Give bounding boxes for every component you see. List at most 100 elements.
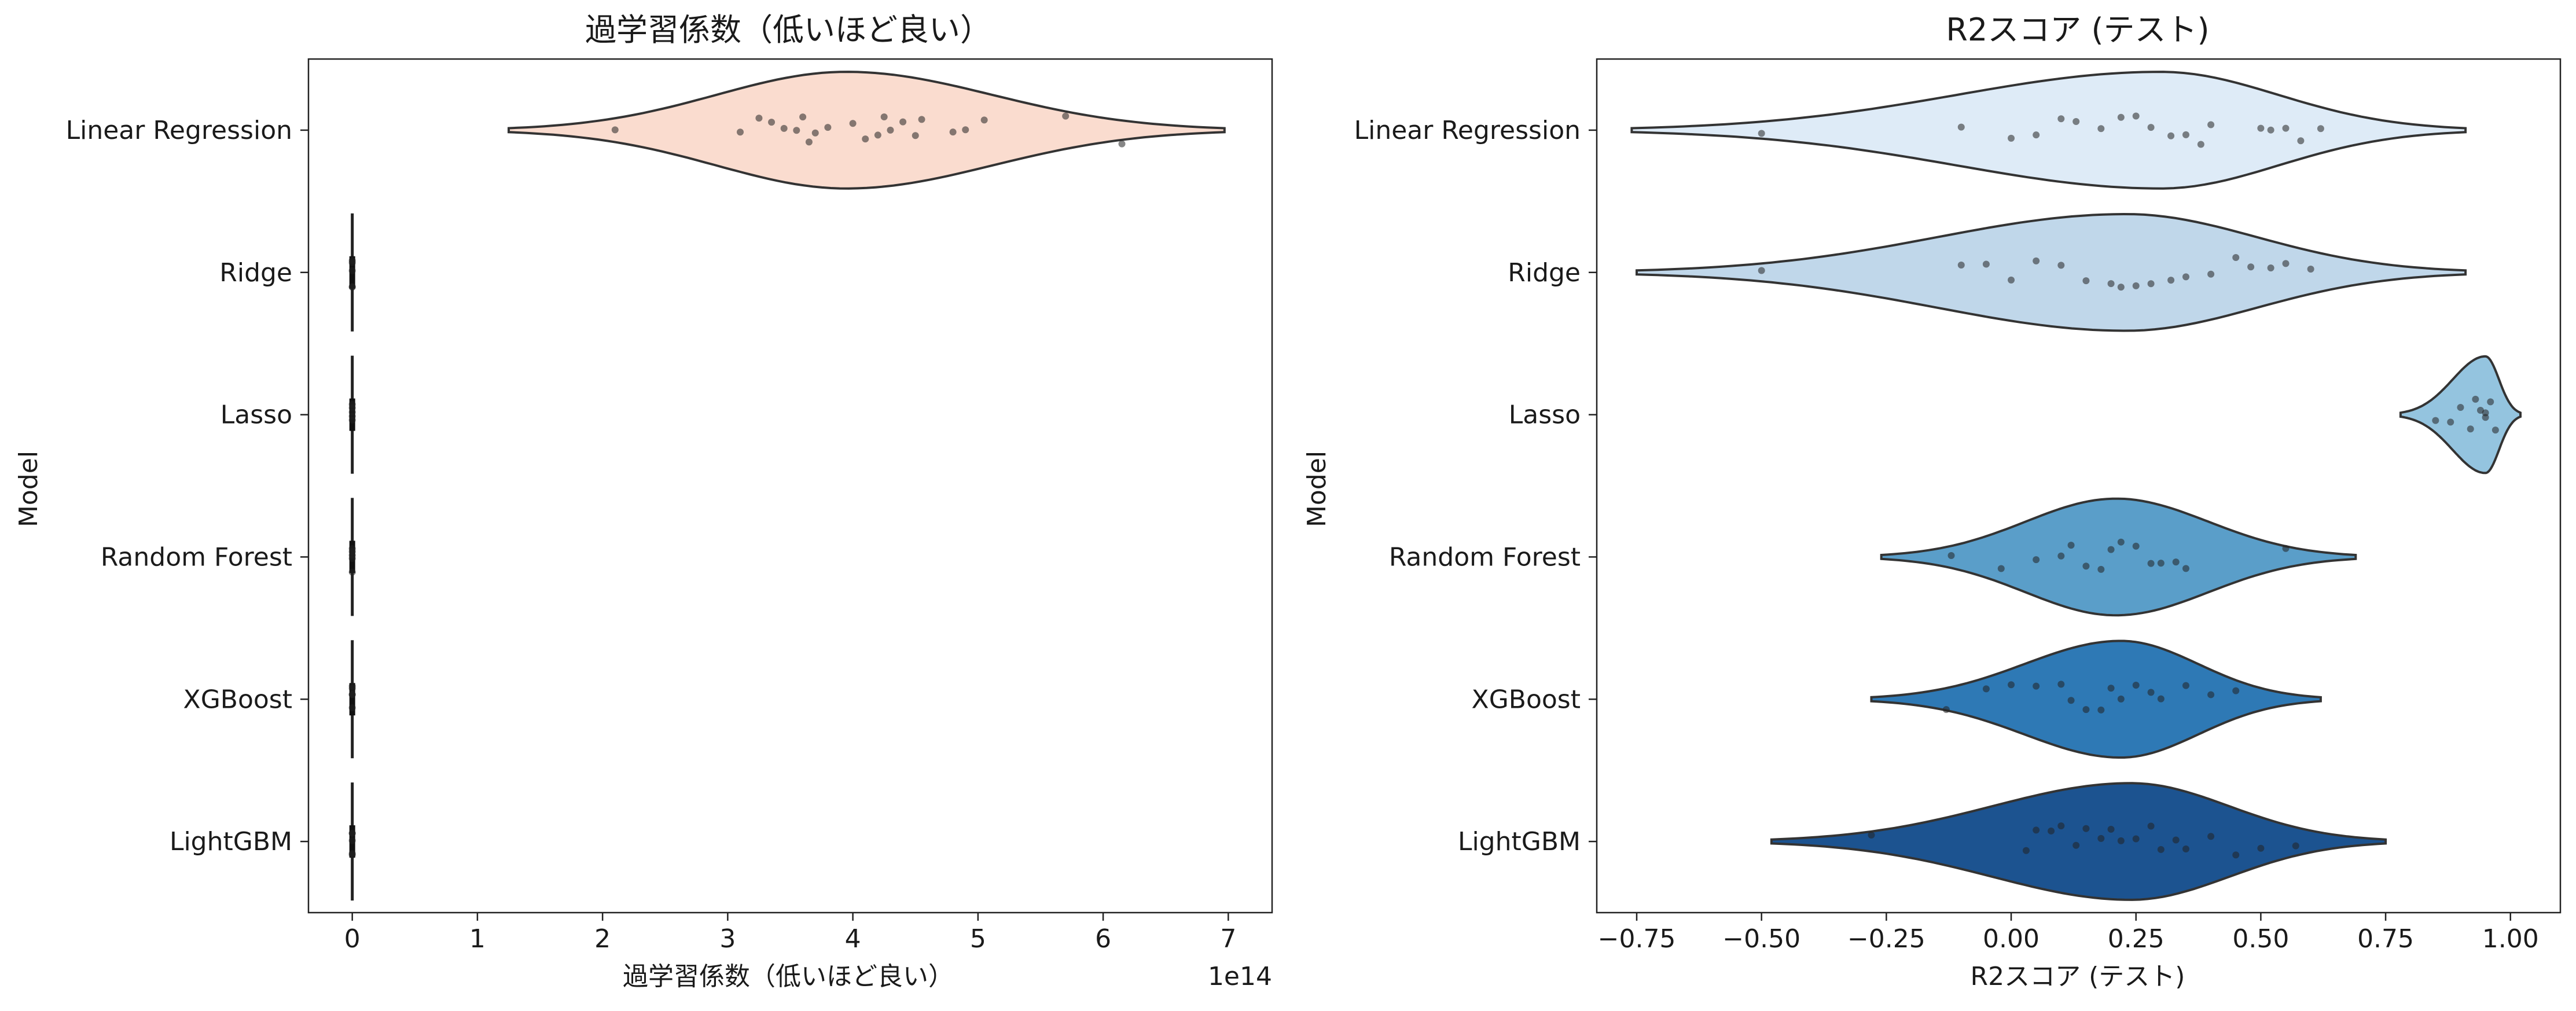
left-chart-point-xgboost (348, 682, 356, 690)
right-chart-point-lightgbm (2172, 836, 2180, 844)
left-chart-point-lasso (348, 416, 356, 424)
right-chart-point-random-forest (2057, 552, 2065, 560)
right-chart-frame (1596, 58, 2562, 914)
left-chart-point-linear-regression (949, 128, 957, 136)
left-chart-ylabel: Model (14, 451, 43, 527)
right-chart-point-lightgbm (2033, 826, 2040, 834)
right-chart-point-ridge (2232, 254, 2240, 262)
right-chart-point-random-forest (1997, 565, 2005, 572)
left-chart-point-random-forest (348, 568, 356, 576)
left-chart-point-lightgbm (348, 829, 356, 837)
left-chart-point-linear-regression (880, 113, 888, 121)
right-chart-point-lightgbm (2097, 834, 2105, 842)
left-chart-xtick-label: 2 (594, 924, 611, 954)
left-chart-ytick-label-lasso: Lasso (221, 400, 292, 430)
left-chart-point-linear-regression (862, 135, 869, 143)
right-chart-point-linear-regression (2197, 141, 2204, 148)
left-chart-point-lightgbm (348, 850, 356, 857)
right-chart-point-lightgbm (2082, 825, 2090, 832)
left-chart-point-linear-regression (1118, 140, 1126, 148)
left-chart-point-linear-regression (849, 120, 857, 127)
right-chart-ytick-label-ridge: Ridge (1508, 258, 1581, 288)
right-chart-point-ridge (2057, 262, 2065, 269)
right-chart-point-lightgbm (2022, 847, 2030, 854)
right-chart-xtick-label: −0.50 (1722, 924, 1800, 954)
right-chart-point-xgboost (1982, 685, 1990, 693)
right-chart-point-lightgbm (2147, 822, 2155, 830)
right-chart-xtick-label: 1.00 (2482, 924, 2539, 954)
left-chart-xtick-label: 1 (469, 924, 486, 954)
right-chart-violin-lightgbm (1770, 782, 2387, 901)
right-chart-point-lightgbm (2117, 837, 2125, 844)
right-chart-point-lasso (2457, 403, 2464, 411)
right-chart-point-xgboost (2097, 706, 2105, 714)
right-chart-point-xgboost (1942, 706, 1950, 714)
right-chart-point-random-forest (2107, 546, 2115, 553)
left-chart-point-linear-regression (737, 128, 744, 136)
left-chart-point-linear-regression (887, 126, 894, 134)
right-chart-xlabel: R2スコア (テスト) (1971, 962, 2185, 991)
right-chart-point-lasso (2487, 398, 2494, 406)
left-chart-violin-linear-regression (508, 71, 1226, 190)
right-chart-point-lasso (2472, 395, 2479, 403)
right-chart-point-ridge (2117, 284, 2125, 291)
left-chart-xtick-label: 5 (970, 924, 986, 954)
right-chart-xtick-label: 0.75 (2357, 924, 2414, 954)
left-chart-point-linear-regression (780, 124, 788, 132)
left-chart-point-linear-regression (805, 138, 813, 146)
left-chart-point-xgboost (348, 704, 356, 712)
right-chart-violin-xgboost (1870, 639, 2322, 759)
right-chart-point-lightgbm (2182, 845, 2189, 853)
right-chart-point-linear-regression (1957, 123, 1965, 131)
right-chart-point-linear-regression (2207, 121, 2215, 128)
left-chart-point-linear-regression (874, 131, 881, 139)
right-chart-panel: R2スコア (テスト) Model R2スコア (テスト) −0.75 −0.50… (1302, 12, 2562, 991)
left-chart-point-linear-regression (1062, 112, 1070, 120)
right-chart-point-linear-regression (2132, 112, 2140, 120)
right-chart-point-linear-regression (2317, 125, 2324, 133)
right-chart-point-xgboost (2132, 682, 2140, 689)
right-chart-point-xgboost (2207, 691, 2215, 698)
left-chart-point-linear-regression (811, 129, 819, 137)
right-chart-xtick-label: 0.50 (2232, 924, 2289, 954)
right-chart-ytick-label-xgboost: XGBoost (1472, 685, 1581, 714)
right-chart-point-ridge (2267, 264, 2274, 272)
right-chart-point-lightgbm (2157, 845, 2165, 853)
right-chart-point-lasso (2492, 427, 2499, 434)
right-chart-point-lightgbm (1868, 832, 1875, 839)
right-chart-point-ridge (2082, 277, 2090, 285)
right-chart-point-lasso (2447, 418, 2454, 426)
right-chart-point-linear-regression (2257, 124, 2265, 132)
right-chart-point-xgboost (2057, 681, 2065, 688)
right-chart-point-ridge (2247, 263, 2255, 271)
left-chart-point-linear-regression (980, 116, 988, 124)
right-chart-point-linear-regression (2147, 124, 2155, 131)
right-chart-point-linear-regression (2117, 113, 2125, 121)
left-chart-xtick-label: 0 (344, 924, 361, 954)
right-chart-point-xgboost (2117, 695, 2125, 703)
right-chart-point-ridge (1957, 261, 1965, 269)
right-chart-point-linear-regression (2167, 132, 2175, 139)
left-chart-xtick-label: 3 (719, 924, 736, 954)
left-chart-point-linear-regression (611, 126, 619, 134)
right-chart-point-lightgbm (2107, 825, 2115, 833)
left-chart-point-xgboost (348, 691, 356, 698)
right-chart-plot-area: −0.75 −0.50 −0.25 0.00 0.25 0.50 0.75 1.00 Linea… (1354, 58, 2562, 954)
right-chart-xtick-label: −0.75 (1598, 924, 1676, 954)
right-chart-point-lasso (2432, 417, 2439, 424)
right-chart-violin-ridge (1636, 212, 2467, 332)
right-chart-point-ridge (2008, 276, 2015, 284)
right-chart-point-random-forest (2172, 558, 2180, 566)
right-chart-point-random-forest (2067, 542, 2075, 549)
right-chart-point-xgboost (2082, 706, 2090, 714)
right-chart-point-linear-regression (2057, 115, 2065, 123)
left-chart-xlabel: 過学習係数（低いほど良い） (623, 962, 954, 991)
right-chart-point-ridge (1758, 267, 1765, 274)
right-chart-point-ridge (2033, 257, 2040, 264)
right-chart-point-lasso (2467, 425, 2474, 433)
left-chart-point-linear-regression (768, 119, 776, 126)
right-chart-point-linear-regression (2033, 131, 2040, 139)
right-chart-point-xgboost (2232, 687, 2240, 694)
left-chart-xtick-label: 7 (1220, 924, 1236, 954)
